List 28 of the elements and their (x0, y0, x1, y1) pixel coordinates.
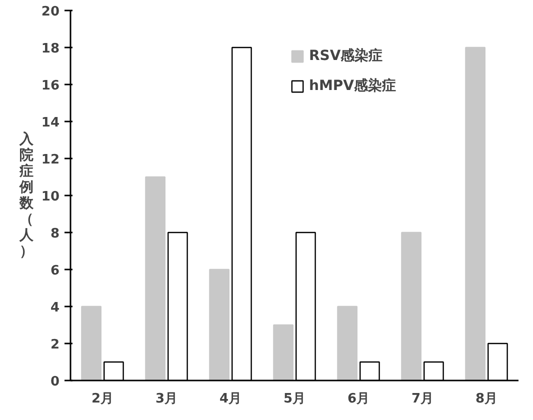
x-tick-label: 2月 (91, 392, 114, 406)
x-tick-label: 7月 (411, 392, 434, 406)
bar (81, 306, 102, 380)
y-tick-label: 20 (41, 4, 60, 20)
y-tick-label: 12 (41, 152, 60, 168)
y-tick-label: 4 (50, 300, 60, 316)
bar (465, 46, 486, 380)
y-tick-label: 14 (41, 116, 60, 130)
bar (145, 176, 166, 380)
x-tick-label: 8月 (475, 392, 498, 406)
y-tick-label: 6 (50, 264, 60, 278)
y-axis-title: 入院症例数（人） (18, 132, 34, 260)
bar (273, 324, 294, 380)
x-tick-label: 4月 (219, 392, 242, 406)
y-tick-label: 2 (50, 338, 60, 352)
y-tick-label: 16 (41, 78, 60, 94)
x-tick-label: 6月 (347, 392, 370, 406)
legend-label: RSV感染症 (309, 47, 383, 65)
y-tick-label: 0 (50, 374, 60, 390)
legend-label: hMPV感染症 (309, 77, 396, 95)
y-tick-label: 10 (41, 190, 60, 204)
bar (401, 232, 422, 380)
x-tick-label: 3月 (155, 392, 178, 406)
y-tick-label: 8 (50, 226, 60, 242)
y-tick-label: 18 (41, 42, 60, 56)
bar (209, 268, 230, 380)
bar (337, 306, 358, 380)
x-tick-label: 5月 (283, 392, 306, 406)
